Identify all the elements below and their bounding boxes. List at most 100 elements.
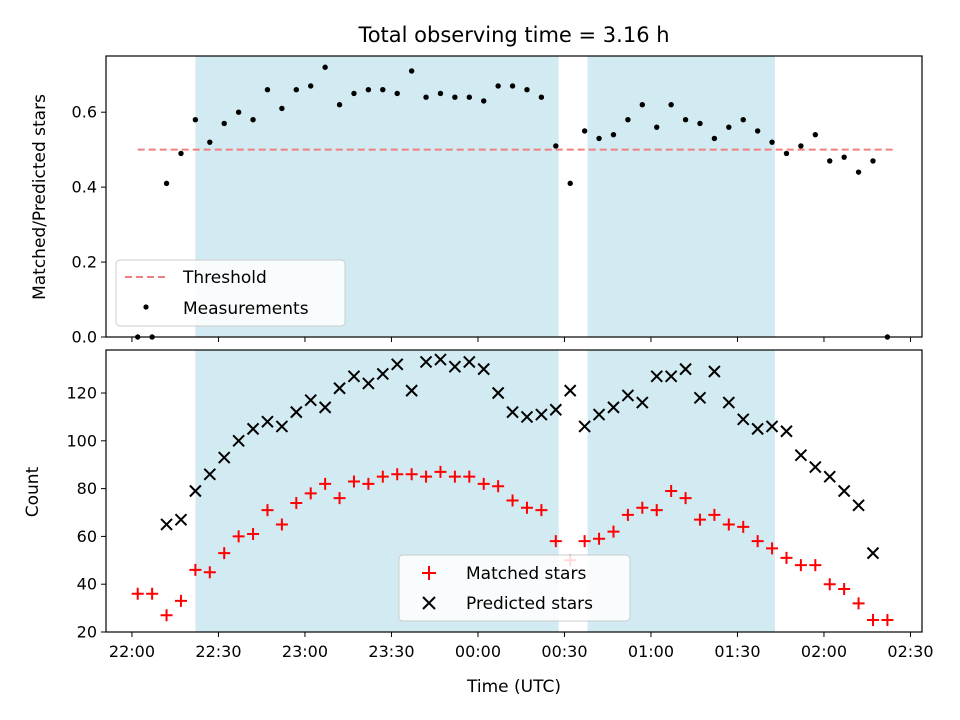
predicted-star-marker bbox=[564, 384, 577, 397]
measurement-point bbox=[538, 94, 545, 100]
matched-star-marker bbox=[693, 513, 706, 526]
measurement-point bbox=[264, 87, 271, 93]
measurement-point bbox=[279, 105, 285, 112]
matched-star-marker bbox=[794, 559, 807, 572]
measurement-point bbox=[841, 154, 847, 160]
predicted-star-marker bbox=[376, 367, 390, 381]
measurement-point bbox=[754, 128, 761, 134]
predicted-star-marker bbox=[837, 484, 851, 498]
predicted-star-marker bbox=[765, 420, 779, 433]
measurement-point bbox=[798, 143, 804, 149]
matched-star-marker bbox=[160, 609, 173, 622]
y-tick-label: 0.4 bbox=[72, 178, 97, 197]
predicted-star-marker bbox=[491, 386, 505, 400]
matched-star-marker bbox=[722, 518, 735, 531]
measurement-point bbox=[452, 94, 458, 100]
measurement-point bbox=[726, 124, 732, 130]
matched-star-marker bbox=[275, 518, 288, 531]
predicted-legend-swatch bbox=[422, 596, 436, 610]
predicted-star-marker bbox=[607, 401, 620, 414]
matched-star-marker bbox=[621, 508, 634, 521]
predicted-star-marker bbox=[232, 434, 245, 448]
matched-star-marker bbox=[203, 566, 216, 579]
measurement-point bbox=[423, 94, 429, 100]
measurement-point bbox=[581, 128, 588, 134]
y-tick-label: 0.2 bbox=[72, 253, 97, 272]
measurement-point bbox=[235, 109, 242, 115]
predicted-star-marker bbox=[636, 396, 649, 409]
predicted-star-marker bbox=[737, 413, 750, 426]
measurement-point bbox=[481, 98, 487, 104]
predicted-star-marker bbox=[794, 448, 808, 462]
predicted-star-marker bbox=[419, 355, 433, 369]
measurement-point bbox=[812, 131, 819, 138]
matched-star-marker bbox=[780, 551, 793, 564]
predicted-star-marker bbox=[160, 518, 173, 531]
matched-star-marker bbox=[809, 559, 822, 572]
predicted-star-marker bbox=[318, 401, 332, 414]
matched-stars-points bbox=[131, 465, 894, 627]
matched-star-marker bbox=[232, 530, 245, 543]
predicted-star-marker bbox=[751, 422, 764, 436]
measurement-point bbox=[163, 180, 170, 187]
predicted-star-marker bbox=[520, 410, 534, 424]
predicted-star-marker bbox=[809, 460, 822, 474]
matched-star-marker bbox=[492, 480, 505, 493]
matched-star-marker bbox=[434, 465, 447, 478]
matched-star-marker bbox=[405, 468, 418, 481]
predicted-star-marker bbox=[405, 384, 418, 397]
measurement-point bbox=[380, 87, 386, 93]
chart-title: Total observing time = 3.16 h bbox=[357, 23, 669, 47]
predicted-star-marker bbox=[189, 484, 202, 498]
measurement-point bbox=[466, 94, 473, 100]
predicted-star-marker bbox=[275, 420, 289, 433]
measurement-point bbox=[697, 120, 703, 127]
matched-star-marker bbox=[823, 578, 836, 591]
y-tick-label: 40 bbox=[77, 575, 97, 594]
matched-star-marker bbox=[838, 582, 851, 595]
measurement-point bbox=[308, 83, 314, 89]
predicted-star-marker bbox=[852, 499, 865, 512]
predicted-star-marker bbox=[448, 360, 462, 373]
measurement-point bbox=[178, 150, 184, 157]
measurement-points bbox=[135, 64, 891, 340]
y-tick-label: 60 bbox=[77, 527, 97, 546]
x-tick-label: 22:00 bbox=[109, 642, 155, 661]
matched-star-marker bbox=[304, 487, 317, 500]
matched-star-marker bbox=[247, 528, 260, 541]
matched-star-marker bbox=[578, 535, 591, 548]
y-tick-label: 120 bbox=[66, 384, 97, 403]
predicted-star-marker bbox=[477, 362, 490, 376]
predicted-star-marker bbox=[722, 396, 736, 409]
measurement-point bbox=[855, 169, 862, 175]
measurement-point bbox=[567, 180, 573, 187]
matched-star-marker bbox=[506, 494, 519, 507]
y-tick-label: 80 bbox=[77, 479, 97, 498]
top-axes-frame bbox=[105, 55, 923, 338]
y-tick-label: 0.6 bbox=[72, 103, 97, 122]
predicted-star-marker bbox=[304, 393, 317, 407]
matched-star-marker bbox=[866, 614, 879, 627]
matched-star-marker bbox=[549, 535, 562, 548]
matched-star-marker bbox=[650, 504, 663, 517]
top-legend: Threshold Measurements bbox=[115, 259, 346, 327]
measurement-point bbox=[250, 116, 256, 123]
x-tick-label: 02:00 bbox=[801, 642, 847, 661]
measurement-point bbox=[668, 102, 674, 108]
y-tick-label: 0.0 bbox=[72, 328, 97, 347]
predicted-star-marker bbox=[592, 408, 606, 421]
matched-star-marker bbox=[477, 477, 490, 490]
bottom-legend: Matched stars Predicted stars bbox=[398, 554, 631, 622]
top-panel: 0.0 0.2 0.4 0.6 Matched/Predicted stars Thr… bbox=[30, 55, 923, 347]
predicted-star-marker bbox=[578, 420, 591, 433]
measurement-point bbox=[625, 116, 631, 123]
measurement-point bbox=[639, 102, 646, 108]
predicted-star-marker bbox=[549, 403, 563, 416]
measurement-point bbox=[221, 120, 227, 127]
measurement-point bbox=[553, 143, 559, 149]
bottom-y-ticks: 20 40 60 80 100 120 bbox=[66, 384, 106, 642]
measurement-point bbox=[495, 83, 501, 89]
bottom-x-ticks: 22:00 22:30 23:00 23:30 00:00 00:30 01:00 01:30… bbox=[109, 632, 934, 661]
matched-star-marker bbox=[607, 525, 620, 538]
matched-star-marker bbox=[261, 504, 274, 517]
